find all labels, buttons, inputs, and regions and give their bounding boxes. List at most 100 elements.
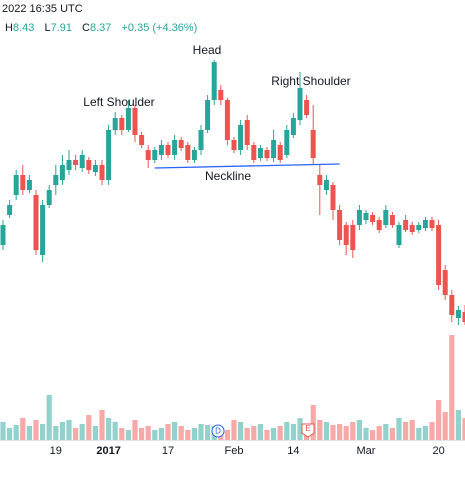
candle-body: [132, 108, 138, 135]
candle-body: [264, 150, 270, 158]
candle-body: [350, 225, 356, 250]
volume-bar: [86, 415, 92, 440]
neckline-label: Neckline: [205, 169, 251, 183]
candle-body: [152, 150, 158, 160]
candle-body: [337, 210, 343, 240]
volume-bar: [205, 425, 211, 440]
volume-bar: [152, 430, 158, 440]
volume-bar: [125, 430, 131, 440]
candle-body: [323, 180, 329, 190]
candle-body: [7, 205, 13, 215]
event-marker: [211, 424, 225, 438]
candle-body: [40, 205, 46, 255]
candle-body: [317, 175, 323, 185]
volume-bar: [59, 422, 65, 440]
volume-bar: [224, 430, 230, 440]
candle-body: [224, 100, 230, 140]
candle-body: [0, 225, 6, 245]
candle-body: [436, 225, 442, 285]
pattern-label: Head: [193, 43, 222, 57]
header-time: 2022 16:35 UTC: [2, 3, 83, 15]
candle-body: [330, 185, 336, 210]
volume-bar: [231, 420, 237, 440]
candle-body: [172, 140, 178, 155]
volume-bar: [376, 426, 382, 440]
pattern-label: Left Shoulder: [83, 95, 154, 109]
volume-bar: [0, 422, 6, 440]
volume-bar: [350, 422, 356, 440]
ohlc-key: L: [44, 22, 51, 34]
volume-bar: [99, 410, 105, 440]
volume-bar: [264, 430, 270, 440]
candle-body: [343, 225, 349, 245]
candle-body: [13, 175, 19, 195]
volume-bar: [403, 422, 409, 440]
ohlc-value: 7.91: [50, 22, 72, 34]
volume-bar: [297, 418, 303, 440]
volume-bar: [409, 420, 415, 440]
x-tick-label: 17: [162, 445, 174, 457]
candle-body: [231, 140, 237, 150]
candle-body: [310, 130, 316, 158]
candle-body: [218, 90, 224, 100]
candle-body: [92, 165, 98, 172]
volume-bar: [330, 425, 336, 440]
volume-bar: [416, 428, 422, 440]
volume-bar: [7, 428, 13, 440]
volume-bar: [449, 335, 455, 440]
volume-bar: [198, 424, 204, 440]
volume-bar: [145, 426, 151, 440]
volume-bar: [436, 400, 442, 440]
event-label: E: [305, 424, 310, 433]
volume-bar: [370, 430, 376, 440]
x-tick-label: Mar: [357, 445, 376, 457]
volume-bar: [455, 410, 461, 440]
volume-bar: [40, 424, 46, 440]
pattern-label: Right Shoulder: [271, 74, 350, 88]
candle-body: [284, 130, 290, 155]
volume-bar: [383, 424, 389, 440]
ohlc-value: 8.43: [12, 22, 35, 34]
candle-body: [125, 108, 131, 130]
neckline: [154, 163, 340, 169]
ohlc-key: H: [5, 22, 13, 34]
candle-body: [376, 220, 382, 230]
x-tick-label: 19: [50, 445, 62, 457]
candle-body: [370, 215, 376, 222]
volume-bar: [66, 420, 72, 440]
volume-bar: [73, 428, 79, 440]
volume-bar: [462, 418, 465, 440]
volume-bar: [132, 420, 138, 440]
event-marker: [301, 423, 315, 438]
volume-bar: [33, 420, 39, 440]
candle-body: [66, 160, 72, 170]
candle-body: [462, 312, 465, 322]
candle-body: [383, 210, 389, 225]
candle-body: [205, 100, 211, 130]
volume-bar: [46, 395, 52, 440]
volume-bar: [178, 426, 184, 440]
volume-bar: [172, 422, 178, 440]
volume-bar: [244, 428, 250, 440]
candle-body: [244, 120, 250, 145]
candle-body: [442, 270, 448, 295]
candle-body: [416, 225, 422, 230]
candle-body: [304, 100, 310, 115]
candle-body: [79, 155, 85, 168]
candle-body: [119, 118, 125, 130]
volume-bar: [92, 426, 98, 440]
volume-bar: [310, 405, 316, 440]
candle-body: [158, 145, 164, 155]
candle-body: [178, 140, 184, 148]
ohlc-value: 8.37: [90, 22, 112, 34]
volume-bar: [139, 428, 145, 440]
volume-bar: [356, 420, 362, 440]
candle-body: [46, 190, 52, 205]
volume-bar: [422, 426, 428, 440]
candle-body: [449, 295, 455, 315]
volume-bar: [79, 424, 85, 440]
candle-body: [238, 125, 244, 150]
x-tick-label: 20: [432, 445, 444, 457]
volume-bar: [165, 424, 171, 440]
